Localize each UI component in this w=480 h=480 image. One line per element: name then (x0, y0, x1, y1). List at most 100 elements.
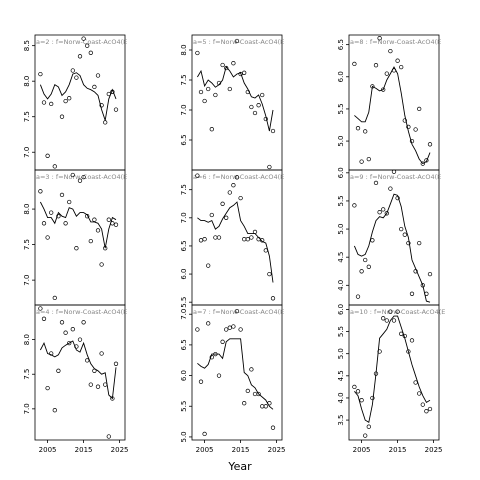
data-point (260, 238, 265, 243)
data-point (359, 269, 364, 274)
data-point (260, 92, 265, 98)
y-tick-label: 8.0 (23, 76, 31, 87)
data-point (234, 175, 240, 180)
y-tick-label: 7.5 (180, 184, 188, 195)
data-point (417, 391, 422, 396)
data-point (355, 389, 361, 394)
data-point (41, 221, 47, 226)
data-point (420, 161, 425, 166)
data-point (85, 358, 90, 363)
data-point (52, 295, 57, 301)
data-point (355, 294, 361, 299)
data-point (409, 291, 415, 296)
data-point (366, 424, 371, 429)
data-point (49, 351, 54, 356)
data-point (359, 159, 364, 164)
data-point (413, 269, 418, 274)
data-point (38, 71, 43, 77)
data-point (56, 214, 61, 219)
y-tick-label: 4.5 (337, 370, 345, 381)
panel-frame (34, 169, 126, 306)
data-point (388, 48, 393, 54)
y-tick-label: 8.0 (180, 44, 188, 55)
data-point (202, 98, 207, 104)
data-point (206, 263, 211, 268)
data-point (216, 80, 222, 86)
panel-strip-label: a=2 : f=Norw-Coast-AcO4(E (36, 38, 127, 46)
y-tick-label: 7.5 (23, 369, 31, 380)
data-point (267, 401, 272, 406)
data-point (377, 210, 382, 215)
data-point (92, 217, 97, 222)
x-tick-label: 2005 (39, 446, 57, 454)
y-tick-label: 5.0 (337, 348, 345, 359)
data-point (209, 212, 214, 218)
data-point (231, 183, 236, 188)
y-tick-label: 7.5 (23, 239, 31, 250)
data-point (63, 221, 68, 226)
data-point (270, 425, 276, 430)
y-tick-label: 5.0 (180, 431, 188, 442)
data-point (242, 70, 247, 75)
x-tick-label: 2015 (232, 446, 250, 454)
data-point (59, 192, 65, 198)
y-tick-label: 8.0 (23, 334, 31, 345)
x-tick-label: 2025 (111, 446, 129, 454)
data-point (413, 380, 418, 385)
data-point (198, 89, 204, 95)
y-tick-label: 7.0 (180, 104, 188, 115)
data-point (70, 68, 75, 73)
data-point (220, 339, 225, 344)
data-point (113, 361, 119, 366)
panel-1: a=2 : f=Norw-Coast-AcO4(E 7.0 7.5 8.0 8.5 (23, 34, 127, 171)
data-point (384, 211, 389, 216)
data-point (263, 248, 268, 253)
panel-2: a=5 : f=Norw-Coast-AcO4(E6.57.07.58.0 (180, 34, 284, 171)
data-point (427, 406, 433, 412)
x-tick-label: 2025 (268, 446, 286, 454)
data-point (52, 164, 57, 169)
x-tick-label: 2005 (353, 446, 371, 454)
fitted-line (197, 338, 274, 410)
data-point (213, 351, 218, 357)
y-tick-label: 6.0 (337, 304, 345, 315)
panel-frame (34, 34, 126, 171)
data-point (270, 296, 276, 301)
y-tick-label: 6.0 (337, 71, 345, 82)
data-point (202, 431, 207, 437)
y-tick-label: 7.0 (180, 309, 188, 320)
data-point (59, 114, 65, 119)
data-point (388, 186, 393, 191)
panel-3: a=8 : f=Norw-Coast-AcO4(E 5.0 5.5 6.0 6.5 (337, 34, 441, 171)
data-point (231, 61, 236, 66)
y-tick-label: 7.0 (23, 403, 31, 414)
y-tick-label: 6.0 (337, 167, 345, 178)
data-point (63, 330, 68, 335)
y-tick-label: 3.5 (337, 415, 345, 426)
data-point (370, 238, 375, 243)
y-tick-label: 5.5 (337, 195, 345, 206)
data-point (216, 373, 222, 378)
data-point (227, 325, 232, 330)
data-point (395, 309, 400, 314)
data-point (195, 327, 200, 332)
data-point (242, 401, 247, 406)
fitted-line (197, 65, 274, 132)
panel-frame (348, 304, 440, 441)
fitted-line (353, 193, 431, 303)
data-point (227, 86, 232, 92)
data-point (238, 195, 243, 201)
data-point (206, 321, 211, 326)
data-point (402, 118, 407, 123)
data-point (224, 215, 229, 220)
data-point (424, 291, 429, 296)
data-point (209, 355, 214, 360)
data-point (198, 379, 204, 384)
data-point (41, 316, 47, 321)
y-tick-label: 6.5 (337, 39, 345, 50)
data-point (77, 54, 83, 59)
panel-6: a=9 : f=Norw-Coast-AcO4(E 4.0 4.5 5.0 5.5 6.0 (337, 167, 441, 306)
data-point (267, 164, 272, 170)
data-point (49, 101, 54, 107)
